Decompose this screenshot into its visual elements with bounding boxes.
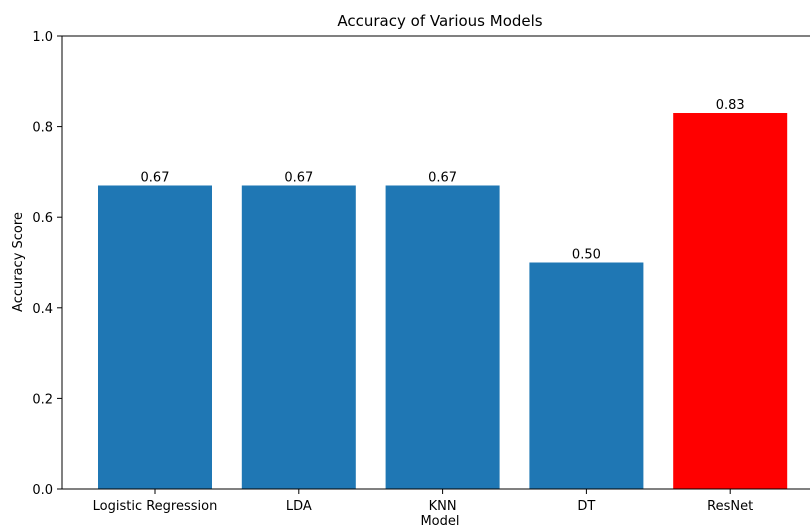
y-axis: 0.0 0.2 0.4 0.6 0.8 1.0 bbox=[32, 30, 63, 498]
x-axis: Logistic Regression LDA KNN DT ResNet bbox=[62, 488, 810, 514]
x-tick-label-1: LDA bbox=[286, 499, 312, 514]
bar-value-label-1: 0.67 bbox=[284, 170, 313, 185]
bar-4 bbox=[673, 113, 788, 489]
x-tick-label-4: ResNet bbox=[707, 499, 753, 514]
bar-2 bbox=[385, 185, 500, 490]
x-tick-label-3: DT bbox=[577, 499, 595, 514]
bar-1 bbox=[241, 185, 356, 490]
bar-0 bbox=[98, 185, 212, 490]
plot-area: 0.67 0.67 0.67 0.50 0.83 bbox=[62, 35, 810, 490]
y-tick-label-1: 0.2 bbox=[32, 392, 53, 407]
x-tick-label-2: KNN bbox=[429, 499, 457, 514]
chart-title: Accuracy of Various Models bbox=[337, 12, 542, 30]
y-axis-label: Accuracy Score bbox=[11, 212, 26, 312]
bar-value-label-4: 0.83 bbox=[716, 98, 745, 113]
y-tick-label-4: 0.8 bbox=[32, 121, 53, 136]
y-tick-label-2: 0.4 bbox=[32, 302, 53, 317]
y-tick-label-3: 0.6 bbox=[32, 211, 53, 226]
x-tick-label-0: Logistic Regression bbox=[93, 499, 218, 514]
y-tick-label-5: 1.0 bbox=[32, 30, 53, 45]
bar-value-label-0: 0.67 bbox=[141, 170, 170, 185]
bar-value-label-2: 0.67 bbox=[428, 170, 457, 185]
y-tick-label-0: 0.0 bbox=[32, 483, 53, 498]
bar-3 bbox=[529, 262, 644, 489]
x-axis-label: Model bbox=[420, 514, 459, 529]
bar-value-label-3: 0.50 bbox=[572, 248, 601, 263]
